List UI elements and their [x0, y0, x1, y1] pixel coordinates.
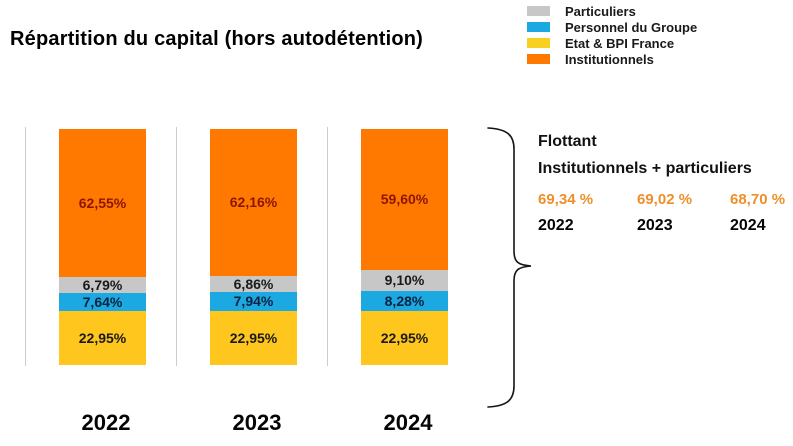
axis-line: [327, 127, 328, 366]
bar-segment-personnel-du-groupe: 7,94%: [210, 292, 297, 311]
bar-segment-personnel-du-groupe: 7,64%: [59, 292, 146, 311]
segment-value-label: 7,94%: [233, 293, 274, 310]
legend-item-etat-bpi-france: Etat & BPI France: [527, 35, 697, 51]
bar-segment-personnel-du-groupe: 8,28%: [361, 291, 448, 311]
segment-value-label: 22,95%: [78, 329, 127, 346]
segment-value-label: 9,10%: [384, 272, 425, 289]
legend-label: Etat & BPI France: [565, 35, 675, 51]
segment-value-label: 22,95%: [229, 329, 278, 346]
curly-brace: [487, 127, 532, 408]
flottant-value-2024: 68,70 %: [730, 191, 786, 208]
segment-value-label: 62,55%: [78, 194, 127, 211]
legend-item-institutionnels: Institutionnels: [527, 51, 697, 67]
flottant-year-2022: 2022: [538, 217, 574, 234]
bar-segment-etat-bpi-france: 22,95%: [361, 310, 448, 365]
legend-swatch-personnel-du-groupe: [527, 22, 550, 32]
flottant-value-2022: 69,34 %: [538, 191, 594, 208]
flottant-values-grid: 69,34 % 69,02 % 68,70 % 2022 2023 2024: [538, 191, 785, 235]
legend-item-particuliers: Particuliers: [527, 3, 697, 19]
flottant-year-2024: 2024: [730, 217, 766, 234]
bar-segment-etat-bpi-france: 22,95%: [59, 310, 146, 365]
bar-segment-institutionnels: 62,16%: [210, 129, 297, 276]
flottant-value-2023: 69,02 %: [637, 191, 693, 208]
legend-swatch-institutionnels: [527, 54, 550, 64]
legend-label: Particuliers: [565, 3, 636, 19]
legend-swatch-etat-bpi-france: [527, 38, 550, 48]
bar-segment-particuliers: 6,86%: [210, 275, 297, 293]
flottant-panel: Flottant Institutionnels + particuliers …: [538, 133, 785, 235]
legend-swatch-particuliers: [527, 6, 550, 16]
category-label-2022: 2022: [81, 410, 131, 435]
axis-line: [176, 127, 177, 366]
bar-segment-institutionnels: 62,55%: [59, 129, 146, 277]
stacked-bar-2024: 59,60% 9,10% 8,28% 22,95%: [361, 129, 448, 365]
bar-segment-institutionnels: 59,60%: [361, 129, 448, 270]
bar-segment-particuliers: 9,10%: [361, 269, 448, 292]
legend-label: Institutionnels: [565, 51, 654, 67]
page-title: Répartition du capital (hors autodétenti…: [10, 28, 424, 50]
bar-segment-particuliers: 6,79%: [59, 276, 146, 293]
bar-group-2022: 62,55% 6,79% 7,64% 22,95% 2022: [25, 127, 147, 441]
segment-value-label: 6,86%: [233, 275, 274, 292]
legend-label: Personnel du Groupe: [565, 19, 698, 35]
bar-group-2024: 59,60% 9,10% 8,28% 22,95% 2024: [327, 127, 449, 441]
flottant-year-2023: 2023: [637, 217, 673, 234]
segment-value-label: 6,79%: [82, 276, 123, 293]
stacked-bar-chart: 62,55% 6,79% 7,64% 22,95% 2022 62,16% 6,86% 7,9…: [25, 127, 449, 441]
bar-segment-etat-bpi-france: 22,95%: [210, 310, 297, 365]
legend-item-personnel-du-groupe: Personnel du Groupe: [527, 19, 697, 35]
bar-group-2023: 62,16% 6,86% 7,94% 22,95% 2023: [176, 127, 298, 441]
stacked-bar-2023: 62,16% 6,86% 7,94% 22,95%: [210, 129, 297, 365]
segment-value-label: 22,95%: [380, 329, 429, 346]
category-label-2023: 2023: [232, 410, 282, 435]
chart-legend: Particuliers Personnel du Groupe Etat & BP…: [527, 3, 697, 67]
axis-line: [25, 127, 26, 366]
stacked-bar-2022: 62,55% 6,79% 7,64% 22,95%: [59, 129, 146, 365]
flottant-title: Flottant: [538, 133, 597, 150]
segment-value-label: 59,60%: [380, 191, 429, 208]
segment-value-label: 8,28%: [384, 293, 425, 309]
segment-value-label: 62,16%: [229, 194, 278, 211]
segment-value-label: 7,64%: [82, 293, 123, 310]
flottant-subtitle: Institutionnels + particuliers: [538, 160, 752, 177]
category-label-2024: 2024: [383, 410, 433, 435]
